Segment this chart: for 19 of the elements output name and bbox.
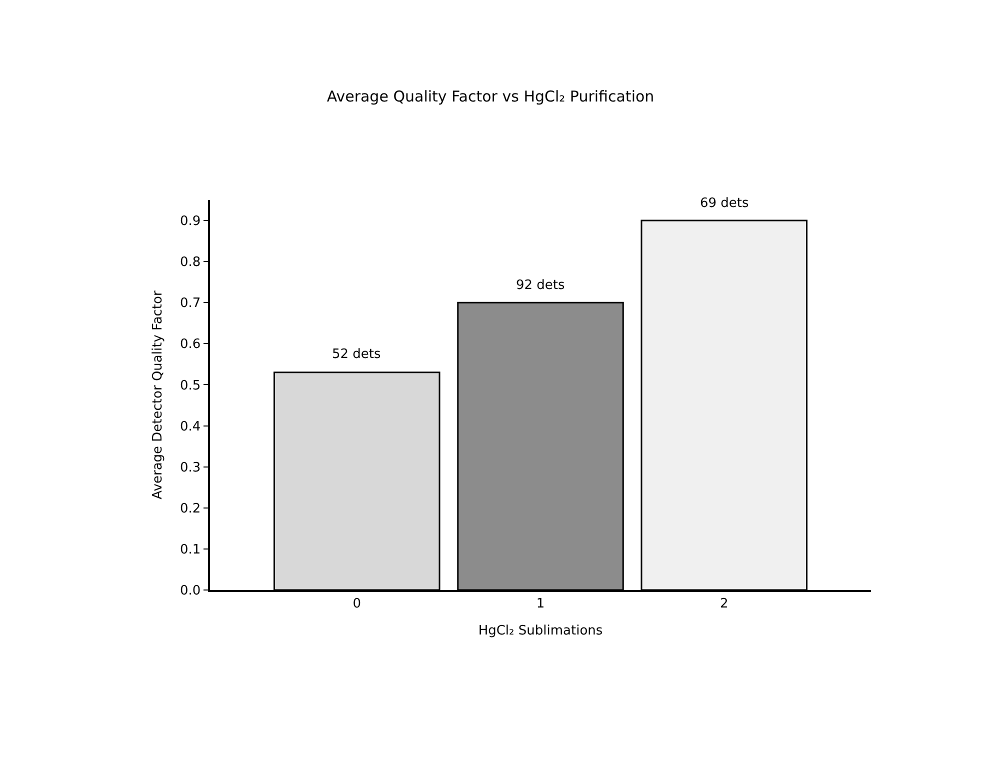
chart-title: Average Quality Factor vs HgCl₂ Purification	[326, 88, 654, 106]
y-axis-title: Average Detector Quality Factor	[150, 290, 166, 500]
annotation: 92 dets	[516, 278, 566, 293]
y-tick-label: 0.3	[180, 460, 201, 476]
y-tick-label: 0.6	[180, 337, 201, 352]
x-tick-label: 1	[536, 596, 545, 612]
y-tick-label: 0.8	[180, 255, 201, 270]
y-tick-label: 0.4	[180, 419, 201, 434]
x-tick-label: 2	[720, 596, 728, 612]
y-tick-label: 0.5	[180, 378, 201, 394]
x-axis-title: HgCl₂ Sublimations	[478, 623, 603, 638]
x-tick-label: 0	[352, 596, 362, 612]
y-tick-label: 0.9	[180, 214, 201, 230]
y-tick-label: 0.2	[180, 501, 201, 516]
y-tick-label: 0.7	[180, 296, 201, 312]
y-tick-label: 0.0	[180, 584, 201, 599]
annotation: 69 dets	[700, 196, 750, 211]
y-tick-label: 0.1	[180, 542, 201, 558]
annotation: 52 dets	[332, 347, 382, 362]
